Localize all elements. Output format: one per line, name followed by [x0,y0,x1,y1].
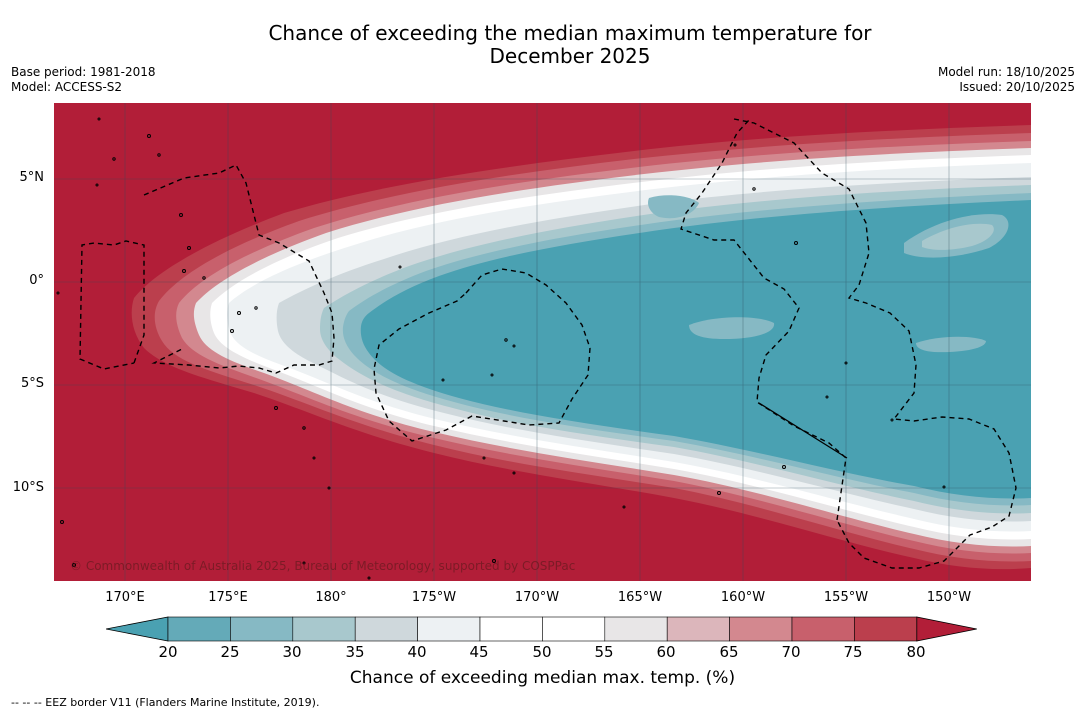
probability-map [54,103,1031,581]
lon-label-180: 180° [315,590,347,605]
base-period: Base period: 1981-2018 [11,65,156,79]
colorbar-segment [479,616,543,642]
patch-east-inner [922,223,994,250]
lon-label-150w: 150°W [926,590,972,605]
title-line-2: December 2025 [489,44,651,68]
lat-label-5s: 5°S [20,376,44,391]
eez-legend: -- -- -- EEZ border V11 (Flanders Marine… [11,696,320,709]
colorbar-tick-55: 55 [594,643,614,661]
colorbar [106,616,977,642]
colorbar-tick-60: 60 [656,643,676,661]
lon-label-160w: 160°W [720,590,766,605]
colorbar-segment [604,616,668,642]
patch-southeast [916,336,986,353]
lon-label-170e: 170°E [105,590,145,605]
meta-left: Base period: 1981-2018 Model: ACCESS-S2 [11,65,156,95]
title-line-1: Chance of exceeding the median maximum t… [268,21,872,45]
model-run: Model run: 18/10/2025 [937,65,1075,79]
copyright-notice: © Commonwealth of Australia 2025, Bureau… [70,559,576,573]
lon-label-155w: 155°W [823,590,869,605]
colorbar-segment [666,616,730,642]
colorbar-segment [729,616,793,642]
colorbar-segment [854,616,918,642]
eez-phoenix [373,268,591,442]
colorbar-tick-80: 80 [906,643,926,661]
map-title: Chance of exceeding the median maximum t… [0,22,1085,68]
patch-center [689,317,775,339]
lon-label-175w: 175°W [411,590,457,605]
colorbar-tick-65: 65 [719,643,739,661]
colorbar-label: Chance of exceeding median max. temp. (%… [349,668,736,688]
colorbar-extend-low [106,616,169,642]
islands [56,117,946,580]
colorbar-segment [230,616,294,642]
colorbar-extend-high [916,616,977,642]
colorbar-tick-20: 20 [158,643,178,661]
model-name: Model: ACCESS-S2 [11,80,123,94]
eez-borders [79,118,1017,569]
issued-date: Issued: 20/10/2025 [959,80,1075,94]
colorbar-tick-75: 75 [843,643,863,661]
colorbar-segment [791,616,855,642]
eez-line-islands [733,118,1017,569]
eez-line-west [680,118,847,521]
colorbar-tick-45: 45 [469,643,489,661]
colorbar-tick-40: 40 [407,643,427,661]
colorbar-segment [542,616,606,642]
colorbar-tick-35: 35 [345,643,365,661]
lon-label-165w: 165°W [617,590,663,605]
lon-label-175e: 175°E [208,590,248,605]
colorbar-segment [354,616,418,642]
colorbar-segment [292,616,356,642]
eez-tuvalu-north [143,164,335,374]
eez-solid-segment [758,402,848,459]
lat-label-0: 0° [29,273,44,288]
lat-label-10s: 10°S [12,480,44,495]
meta-right: Model run: 18/10/2025 Issued: 20/10/2025 [938,65,1075,95]
colorbar-tick-70: 70 [781,643,801,661]
graticule [54,103,1031,581]
lon-label-170w: 170°W [514,590,560,605]
eez-kiribati-gilbert [79,240,145,370]
colorbar-tick-30: 30 [282,643,302,661]
colorbar-segment [167,616,231,642]
colorbar-tick-25: 25 [220,643,240,661]
colorbar-segment [417,616,481,642]
lat-label-5n: 5°N [19,170,45,185]
colorbar-tick-50: 50 [532,643,552,661]
